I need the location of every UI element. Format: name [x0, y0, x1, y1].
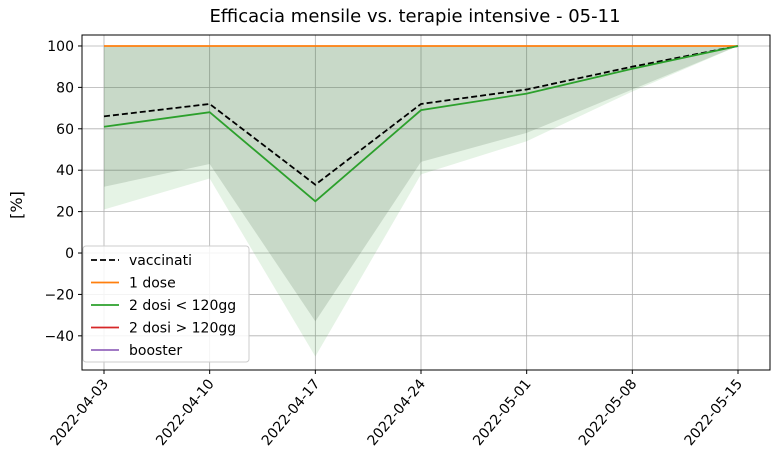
y-tick-label: 100 [47, 39, 74, 55]
legend-label: booster [129, 343, 182, 359]
legend-label: 2 dosi < 120gg [129, 298, 236, 314]
y-tick-label: 40 [56, 163, 74, 179]
legend-box [82, 245, 250, 363]
band [104, 45, 738, 357]
band [104, 45, 738, 322]
legend-label: vaccinati [129, 253, 192, 269]
x-tick-label: 2022-04-03 [48, 376, 113, 449]
chart-title: Efficacia mensile vs. terapie intensive … [209, 6, 620, 27]
x-tick-label: 2022-04-24 [365, 376, 430, 449]
x-tick-label: 2022-05-15 [682, 376, 747, 449]
x-tick-label: 2022-05-01 [470, 376, 535, 449]
x-tick-label: 2022-05-08 [576, 376, 641, 449]
x-tick-label: 2022-04-17 [259, 376, 324, 449]
y-tick-label: 0 [65, 246, 74, 262]
y-axis-label: [%] [7, 191, 26, 219]
y-tick-label: 60 [56, 122, 74, 138]
y-tick-label: −40 [44, 329, 74, 345]
legend-label: 2 dosi > 120gg [129, 321, 236, 337]
y-tick-label: −20 [44, 287, 74, 303]
y-tick-label: 20 [56, 205, 74, 221]
legend-label: 1 dose [129, 276, 176, 292]
y-tick-label: 80 [56, 80, 74, 96]
series-line [103, 45, 739, 186]
series-line [103, 45, 739, 203]
x-tick-label: 2022-04-10 [153, 376, 218, 449]
plot-frame [81, 34, 771, 371]
